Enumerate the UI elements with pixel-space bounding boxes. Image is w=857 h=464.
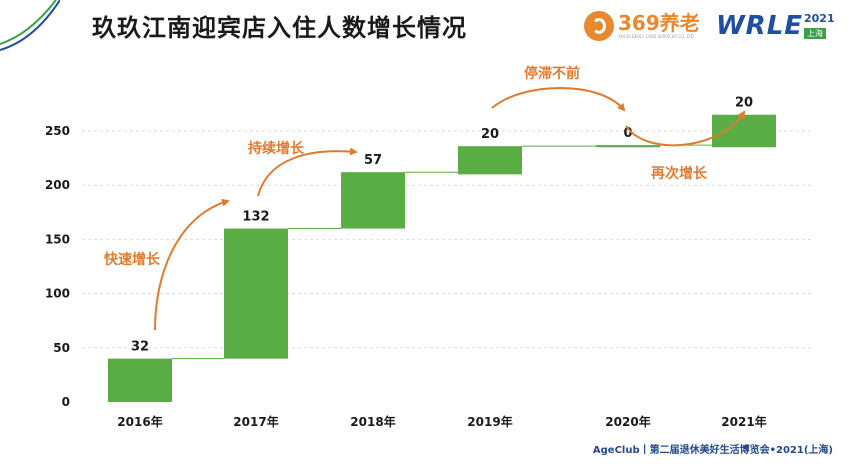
data-label: 20 [735,96,753,111]
annotation-label: 停滞不前 [524,65,580,82]
bar-1 [224,228,288,359]
annotation-label: 快速增长 [104,251,161,268]
logo-wrle-city: 上海 [804,28,826,39]
y-tick-label: 150 [45,232,70,246]
bar-3 [458,146,522,175]
annotation-label: 再次增长 [651,165,708,182]
logo-wrle-year: 2021 [804,12,835,25]
data-label: 132 [242,210,269,225]
logo-369-text: 369养老 [618,11,700,35]
y-tick-label: 100 [45,287,70,301]
y-tick-label: 200 [45,178,70,192]
logo-369-subtext: 369 ELDERLY CARE SERVICES CO.,LTD [618,34,694,39]
annotation-label: 持续增长 [248,140,305,157]
bar-5 [712,114,776,148]
bar-4 [596,145,660,148]
bar-2 [341,172,405,229]
x-tick-label: 2020年 [605,414,650,429]
data-label: 32 [131,340,149,355]
annotation-arrow [491,87,626,112]
data-label: 0 [623,126,632,141]
annotation-arrow [625,110,745,147]
data-label: 57 [364,153,382,168]
logo-369-mark-icon [584,11,614,41]
bar-0 [108,358,172,402]
x-tick-label: 2018年 [350,414,395,429]
logo-wrle-text: WRLE [716,11,804,41]
y-tick-label: 250 [45,124,70,138]
corner-decoration [0,0,60,51]
x-tick-label: 2021年 [721,414,766,429]
x-tick-label: 2016年 [117,414,162,429]
x-tick-label: 2017年 [233,414,278,429]
data-label: 20 [481,127,499,142]
logo-369: 369养老 369 ELDERLY CARE SERVICES CO.,LTD [584,8,700,44]
page-title: 玖玖江南迎宾店入住人数增长情况 [92,14,467,42]
annotation-arrow [257,147,358,197]
logo-wrle: WRLE 2021 上海 [716,8,835,44]
y-tick-label: 50 [53,341,70,355]
footer-source: AgeClub丨第二届退休美好生活博览会•2021(上海) [592,445,833,456]
annotation-arrow [154,198,230,331]
x-tick-label: 2019年 [467,414,512,429]
y-tick-label: 0 [62,395,70,409]
